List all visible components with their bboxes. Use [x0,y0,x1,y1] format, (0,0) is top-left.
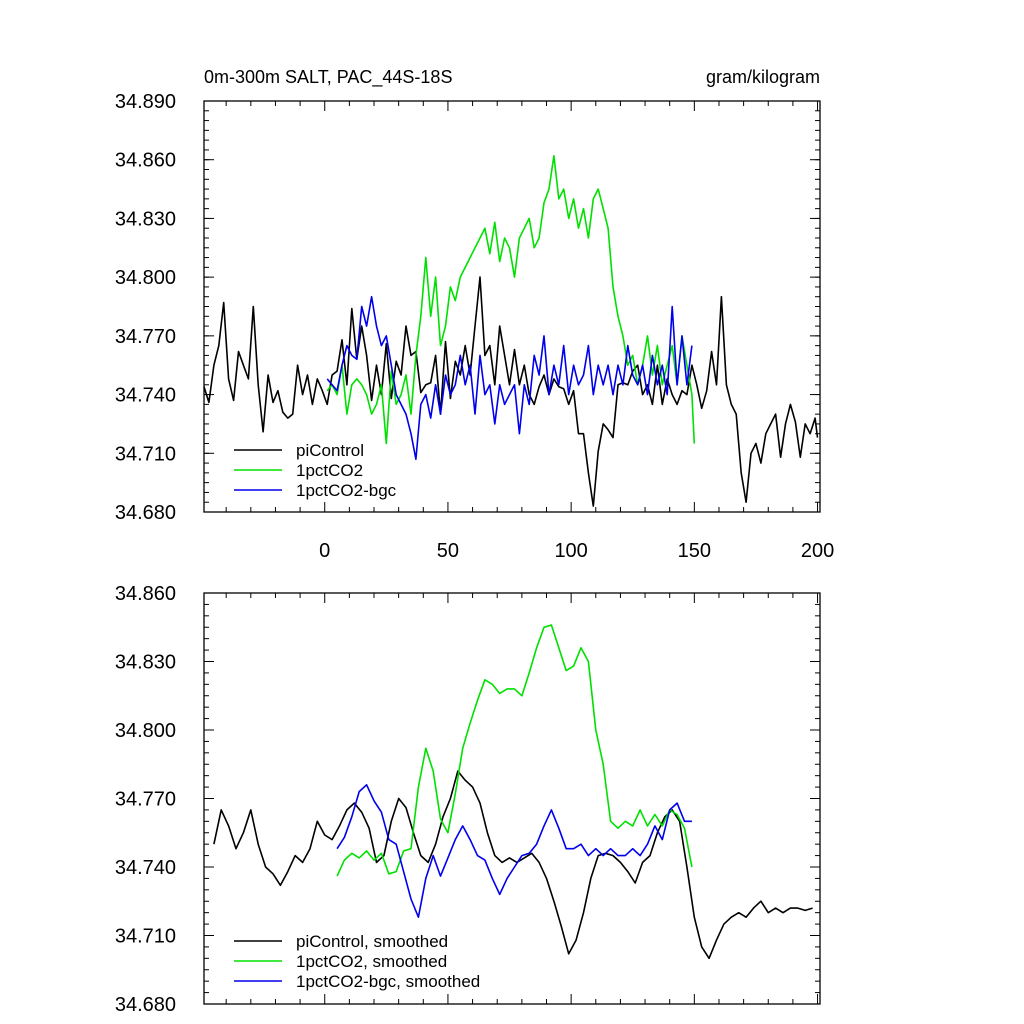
top-ytick-label: 34.800 [115,267,176,289]
legend-label: 1pctCO2 [296,461,363,480]
bottom-panel: 34.680 34.710 34.740 34.770 34.800 34.830 34.8… [115,583,821,1016]
top-axis-ticks: 34.680 34.710 34.740 34.770 34.800 34.830 34.8… [115,91,834,562]
top-ytick-label: 34.680 [115,502,176,524]
chart-title: 0m-300m SALT, PAC_44S-18S [204,67,452,88]
top-xtick-label: 0 [319,540,330,562]
bottom-ytick-label: 34.680 [115,994,176,1016]
legend-label: 1pctCO2, smoothed [296,952,447,971]
legend-label: piControl, smoothed [296,932,448,951]
bottom-ytick-label: 34.830 [115,652,176,674]
bottom-ytick-label: 34.800 [115,720,176,742]
top-series-line-picontrol [203,276,819,507]
bottom-series-line-1pctco2-smoothed [336,624,693,877]
top-xtick-label: 100 [554,540,587,562]
top-xtick-label: 50 [437,540,459,562]
legend-label: 1pctCO2-bgc, smoothed [296,972,480,991]
bottom-series-line-picontrol-smoothed [213,770,813,960]
top-ytick-label: 34.740 [115,385,176,407]
top-ytick-label: 34.770 [115,326,176,348]
top-xtick-label: 150 [678,540,711,562]
top-ytick-label: 34.830 [115,208,176,230]
legend-label: 1pctCO2-bgc [296,481,397,500]
top-ytick-label: 34.860 [115,150,176,172]
bottom-ytick-label: 34.860 [115,583,176,605]
bottom-ytick-label: 34.740 [115,857,176,879]
top-plot-frame [203,100,821,513]
top-series-line-1pctco2-bgc [326,295,693,460]
top-series-line-1pctco2 [326,155,696,445]
bottom-ytick-label: 34.770 [115,789,176,811]
bottom-axis-ticks: 34.680 34.710 34.740 34.770 34.800 34.830 34.8… [115,583,820,1016]
top-ytick-label: 34.890 [115,91,176,113]
bottom-series-line-1pctco2-bgc-smoothed [336,784,692,918]
top-xtick-label: 200 [801,540,834,562]
bottom-plot-frame [203,592,821,1005]
units-label: gram/kilogram [706,67,820,87]
top-ytick-label: 34.710 [115,443,176,465]
bottom-series-lines [213,624,813,960]
bottom-ytick-label: 34.710 [115,926,176,948]
top-series-lines [203,155,819,507]
legend-label: piControl [296,441,364,460]
top-panel: 0m-300m SALT, PAC_44S-18S gram/kilogram … [115,67,834,562]
